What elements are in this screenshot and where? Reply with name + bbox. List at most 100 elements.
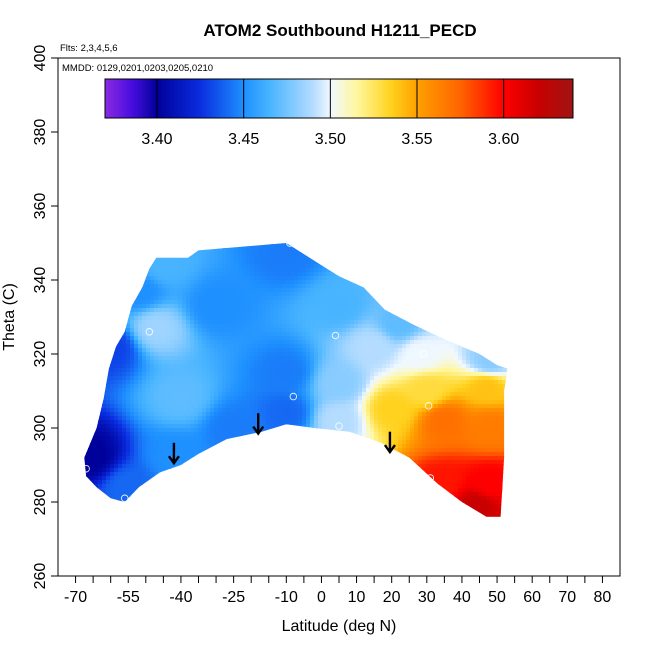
heatmap-cell: [322, 312, 327, 317]
heatmap-cell: [278, 428, 283, 433]
heatmap-cell: [190, 332, 195, 337]
heatmap-cell: [238, 448, 243, 453]
heatmap-cell: [270, 292, 275, 297]
heatmap-cell: [90, 244, 95, 249]
heatmap-cell: [290, 280, 295, 285]
heatmap-cell: [174, 520, 179, 525]
heatmap-cell: [154, 252, 159, 257]
heatmap-cell: [170, 504, 175, 509]
heatmap-cell: [150, 484, 155, 489]
heatmap-cell: [322, 432, 327, 437]
heatmap-cell: [126, 308, 131, 313]
heatmap-cell: [314, 376, 319, 381]
heatmap-cell: [218, 352, 223, 357]
heatmap-cell: [330, 288, 335, 293]
heatmap-cell: [266, 328, 271, 333]
heatmap-cell: [278, 288, 283, 293]
heatmap-cell: [142, 244, 147, 249]
heatmap-cell: [158, 524, 163, 529]
heatmap-cell: [238, 276, 243, 281]
heatmap-cell: [170, 396, 175, 401]
heatmap-cell: [294, 420, 299, 425]
heatmap-cell: [302, 484, 307, 489]
heatmap-cell: [214, 376, 219, 381]
heatmap-cell: [258, 280, 263, 285]
heatmap-cell: [294, 516, 299, 517]
heatmap-cell: [306, 244, 311, 249]
heatmap-cell: [322, 368, 327, 373]
heatmap-cell: [134, 372, 139, 377]
heatmap-cell: [98, 308, 103, 313]
heatmap-cell: [98, 328, 103, 333]
heatmap-cell: [94, 428, 99, 433]
heatmap-cell: [106, 348, 111, 353]
heatmap-cell: [186, 296, 191, 301]
heatmap-cell: [246, 304, 251, 309]
heatmap-cell: [84, 364, 87, 369]
heatmap-cell: [330, 316, 335, 321]
heatmap-cell: [234, 264, 239, 269]
heatmap-cell: [290, 516, 295, 517]
heatmap-cell: [226, 344, 231, 349]
heatmap-cell: [138, 444, 143, 449]
heatmap-cell: [326, 268, 331, 273]
heatmap-cell: [70, 300, 75, 305]
heatmap-cell: [254, 416, 259, 421]
heatmap-cell: [254, 368, 259, 373]
heatmap-cell: [322, 364, 327, 369]
heatmap-cell: [310, 328, 315, 333]
heatmap-cell: [178, 328, 183, 333]
heatmap-cell: [166, 432, 171, 437]
heatmap-cell: [270, 512, 275, 517]
heatmap-cell: [334, 432, 339, 437]
heatmap-cell: [206, 468, 211, 473]
heatmap-cell: [84, 276, 87, 281]
heatmap-cell: [278, 436, 283, 441]
heatmap-cell: [146, 280, 151, 285]
heatmap-cell: [194, 468, 199, 473]
heatmap-cell: [294, 404, 299, 409]
heatmap-cell: [118, 268, 123, 273]
heatmap-cell: [218, 436, 223, 441]
heatmap-cell: [250, 272, 255, 277]
heatmap-cell: [226, 424, 231, 429]
heatmap-cell: [170, 456, 175, 461]
heatmap-cell: [74, 372, 79, 377]
heatmap-cell: [138, 472, 143, 477]
heatmap-cell: [310, 280, 315, 285]
heatmap-cell: [242, 524, 247, 529]
heatmap-cell: [222, 324, 227, 329]
heatmap-cell: [246, 324, 251, 329]
heatmap-cell: [306, 264, 311, 269]
heatmap-cell: [190, 348, 195, 353]
heatmap-cell: [282, 496, 287, 501]
heatmap-cell: [150, 432, 155, 437]
heatmap-cell: [78, 508, 83, 513]
heatmap-cell: [286, 292, 291, 297]
heatmap-cell: [286, 312, 291, 317]
heatmap-cell: [134, 332, 139, 337]
heatmap-cell: [210, 328, 215, 333]
heatmap-cell: [86, 276, 91, 281]
heatmap-cell: [94, 372, 99, 377]
heatmap-cell: [150, 324, 155, 329]
heatmap-cell: [150, 292, 155, 297]
heatmap-cell: [218, 432, 223, 437]
heatmap-cell: [94, 348, 99, 353]
heatmap-cell: [278, 496, 283, 501]
heatmap-cell: [198, 440, 203, 445]
heatmap-cell: [250, 364, 255, 369]
heatmap-cell: [246, 296, 251, 301]
heatmap-cell: [194, 460, 199, 465]
heatmap-cell: [84, 336, 87, 341]
heatmap-cell: [322, 508, 327, 513]
heatmap-cell: [78, 500, 83, 505]
heatmap-cell: [306, 372, 311, 377]
heatmap-cell: [310, 344, 315, 349]
heatmap-cell: [174, 516, 179, 517]
heatmap-cell: [150, 420, 155, 425]
heatmap-cell: [178, 436, 183, 441]
heatmap-cell: [270, 524, 275, 529]
heatmap-cell: [118, 384, 123, 389]
heatmap-cell: [142, 472, 147, 477]
